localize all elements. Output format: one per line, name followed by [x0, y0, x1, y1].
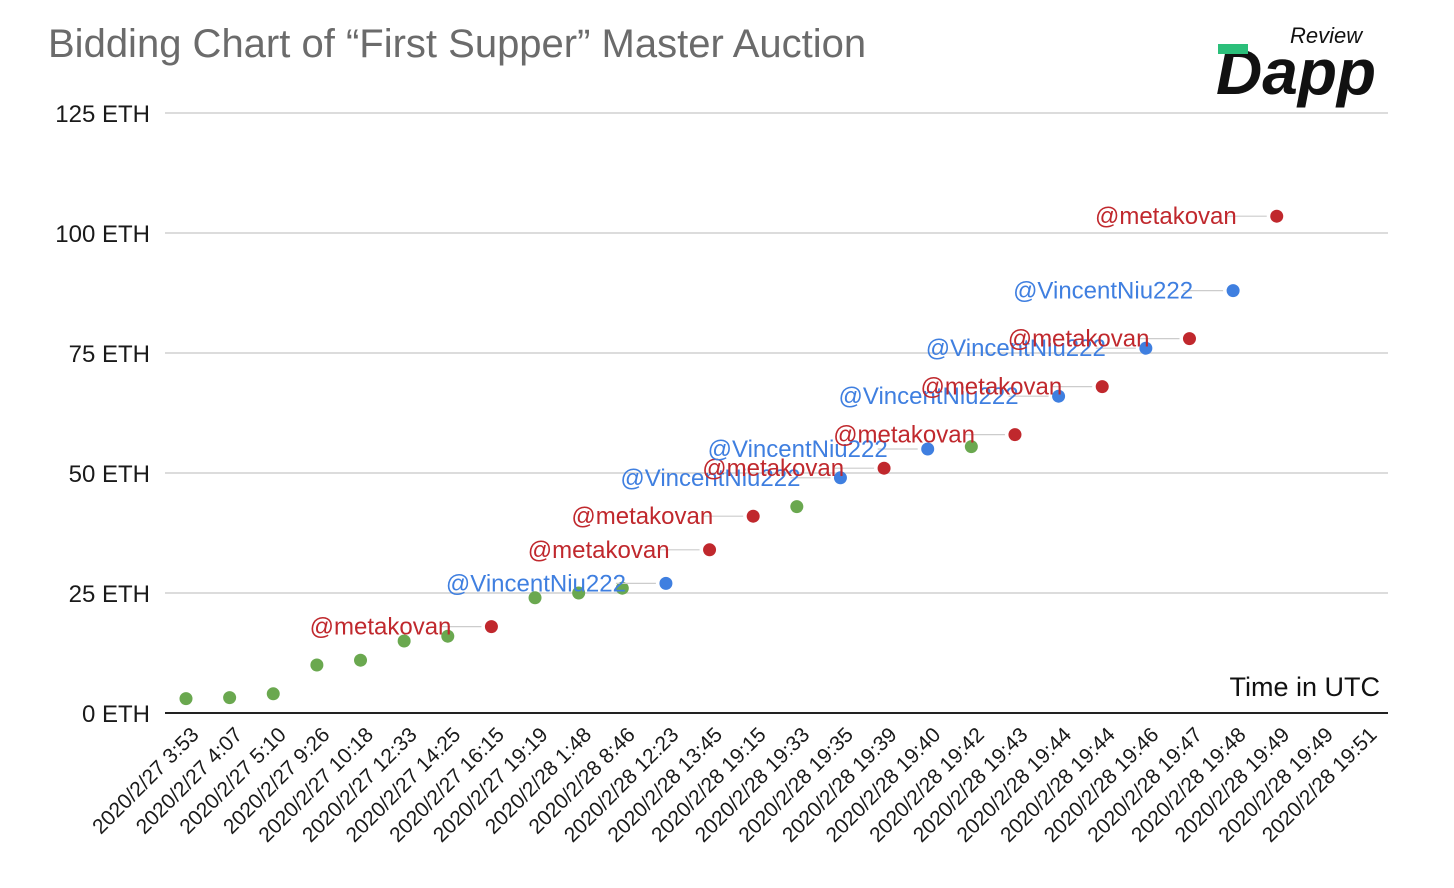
data-label: @metakovan: [1008, 326, 1150, 353]
data-label: @VincentNiu222: [620, 465, 800, 492]
data-point: [484, 620, 498, 634]
data-point: [441, 629, 455, 643]
x-axis-title: Time in UTC: [1229, 672, 1380, 702]
data-point: [1052, 389, 1066, 403]
y-tick-label: 125 ETH: [55, 101, 150, 128]
data-point: [354, 653, 368, 667]
data-label: @VincentNiu222: [839, 383, 1019, 410]
logo-green-bar: [1218, 44, 1248, 54]
y-tick-label: 50 ETH: [69, 461, 150, 488]
data-point: [877, 461, 891, 475]
data-point: [833, 471, 847, 485]
data-point: [790, 500, 804, 514]
logo-review-text: Review: [1290, 23, 1364, 48]
chart-title: Bidding Chart of “First Supper” Master A…: [48, 22, 867, 66]
data-point: [964, 440, 978, 454]
data-label: @VincentNiu222: [708, 436, 888, 463]
data-point: [528, 591, 542, 605]
y-tick-label: 75 ETH: [69, 341, 150, 368]
y-tick-label: 25 ETH: [69, 581, 150, 608]
data-point: [1270, 209, 1284, 223]
y-tick-label: 0 ETH: [82, 701, 150, 728]
data-points: [179, 209, 1284, 706]
data-point: [746, 509, 760, 523]
data-label: @metakovan: [920, 374, 1062, 401]
data-point: [266, 687, 280, 701]
data-point: [703, 543, 717, 557]
data-point: [1182, 332, 1196, 346]
data-point: [1095, 380, 1109, 394]
data-label: @metakovan: [833, 422, 975, 449]
y-tick-label: 100 ETH: [55, 221, 150, 248]
data-point: [615, 581, 629, 595]
data-point: [310, 658, 324, 672]
data-point: [1226, 284, 1240, 298]
data-label: @metakovan: [1095, 203, 1237, 230]
data-label: @metakovan: [528, 537, 670, 564]
dapp-review-logo: Review Dapp: [1216, 23, 1376, 108]
data-point: [397, 634, 411, 648]
data-point: [659, 576, 673, 590]
data-label: @metakovan: [310, 614, 452, 641]
data-point: [921, 442, 935, 456]
data-point: [572, 586, 586, 600]
data-labels: @metakovan@VincentNiu222@metakovan@metak…: [310, 203, 1267, 641]
data-label: @metakovan: [571, 503, 713, 530]
data-point: [223, 691, 237, 705]
data-label: @VincentNiu222: [446, 570, 626, 597]
data-point: [1008, 428, 1022, 442]
data-label: @VincentNiu222: [926, 335, 1106, 362]
data-point: [1139, 341, 1153, 355]
data-point: [179, 692, 193, 706]
gridlines: [165, 112, 1388, 594]
data-label: @metakovan: [702, 455, 844, 482]
data-label: @VincentNiu222: [1013, 278, 1193, 305]
y-axis-ticks: 0 ETH 25 ETH 50 ETH 75 ETH 100 ETH 125 ETH: [55, 101, 150, 728]
